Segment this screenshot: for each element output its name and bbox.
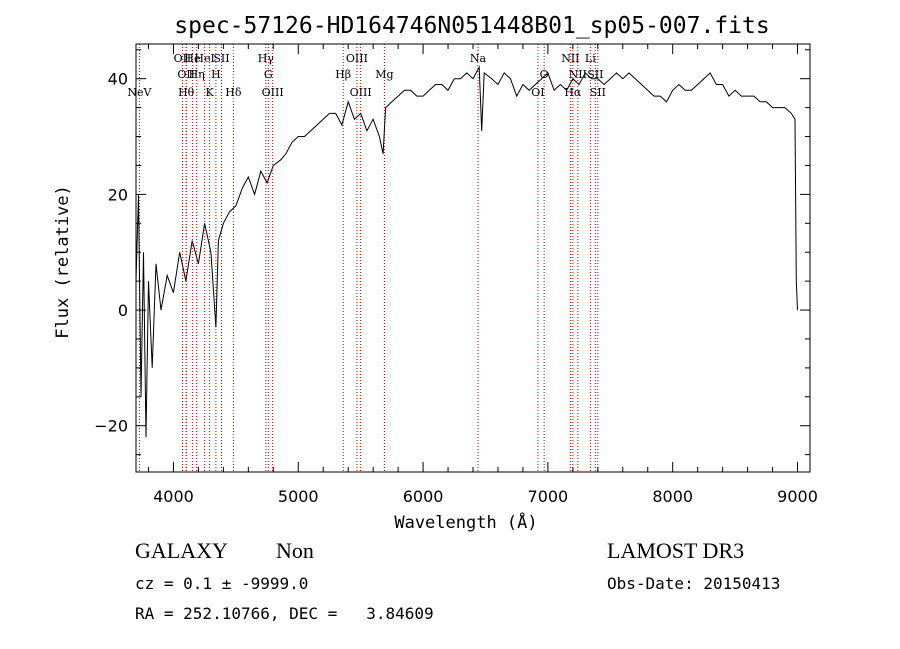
plot-frame bbox=[135, 43, 811, 473]
line-label-22: Hα bbox=[564, 86, 582, 99]
chart-title: spec-57126-HD164746N051448B01_sp05-007.f… bbox=[174, 13, 769, 39]
line-label-11: Hγ bbox=[258, 52, 275, 65]
spectral-line-markers bbox=[138, 44, 599, 472]
y-tick-label-3: 40 bbox=[108, 70, 128, 89]
line-label-24: Li bbox=[585, 52, 596, 65]
line-label-18: Na bbox=[470, 52, 487, 65]
line-label-6: HeI bbox=[194, 52, 214, 65]
x-axis-label: Wavelength (Å) bbox=[394, 511, 537, 533]
x-tick-label-0: 4000 bbox=[153, 487, 194, 506]
y-tick-label-1: 0 bbox=[118, 301, 128, 320]
axis-ticks: 4000 5000 6000 7000 8000 9000 −20 0 20 40 bbox=[94, 44, 818, 506]
survey-name: LAMOST DR3 bbox=[607, 538, 745, 563]
line-label-4: He bbox=[184, 52, 200, 65]
line-label-21: NII bbox=[561, 52, 579, 65]
line-label-20: O bbox=[540, 68, 549, 81]
redshift-readout: cz = 0.1 ± -9999.0 bbox=[135, 574, 309, 593]
y-axis-label: Flux (relative) bbox=[53, 185, 73, 339]
line-label-8: H bbox=[211, 68, 221, 81]
line-label-3: Hθ bbox=[178, 86, 195, 99]
line-label-12: G bbox=[264, 68, 273, 81]
line-label-5: Hη bbox=[189, 68, 205, 81]
object-subclass: Non bbox=[276, 538, 314, 563]
x-tick-label-5: 9000 bbox=[777, 487, 818, 506]
x-tick-label-3: 7000 bbox=[528, 487, 569, 506]
line-label-7: K bbox=[206, 86, 215, 99]
line-label-13: OIII bbox=[262, 86, 284, 99]
line-label-9: SII bbox=[213, 52, 229, 65]
line-label-26: SII bbox=[590, 86, 606, 99]
line-label-19: OI bbox=[531, 86, 544, 99]
line-label-15: OIII bbox=[346, 52, 368, 65]
line-label-1: OII bbox=[174, 52, 192, 65]
x-tick-label-4: 8000 bbox=[652, 487, 693, 506]
line-label-2: OII bbox=[177, 68, 195, 81]
y-tick-label-2: 20 bbox=[108, 185, 128, 204]
line-label-16: OIII bbox=[350, 86, 372, 99]
spectral-line-labels: NeV OII OII Hθ He Hη HeI KH SII Hδ Hγ G OIII Hβ OIII OI… bbox=[127, 52, 606, 99]
obs-date: Obs-Date: 20150413 bbox=[607, 574, 781, 593]
ra-dec-readout: RA = 252.10766, DEC = 3.84609 bbox=[135, 604, 434, 623]
line-label-0: NeV bbox=[127, 86, 152, 99]
object-class: GALAXY bbox=[135, 538, 228, 563]
y-tick-label-0: −20 bbox=[94, 417, 128, 436]
line-label-17: Mg bbox=[375, 68, 393, 81]
spectrum-line bbox=[135, 65, 798, 438]
x-tick-label-2: 6000 bbox=[403, 487, 444, 506]
x-tick-label-1: 5000 bbox=[278, 487, 319, 506]
line-label-10: Hδ bbox=[225, 86, 242, 99]
line-label-14: Hβ bbox=[335, 68, 351, 81]
